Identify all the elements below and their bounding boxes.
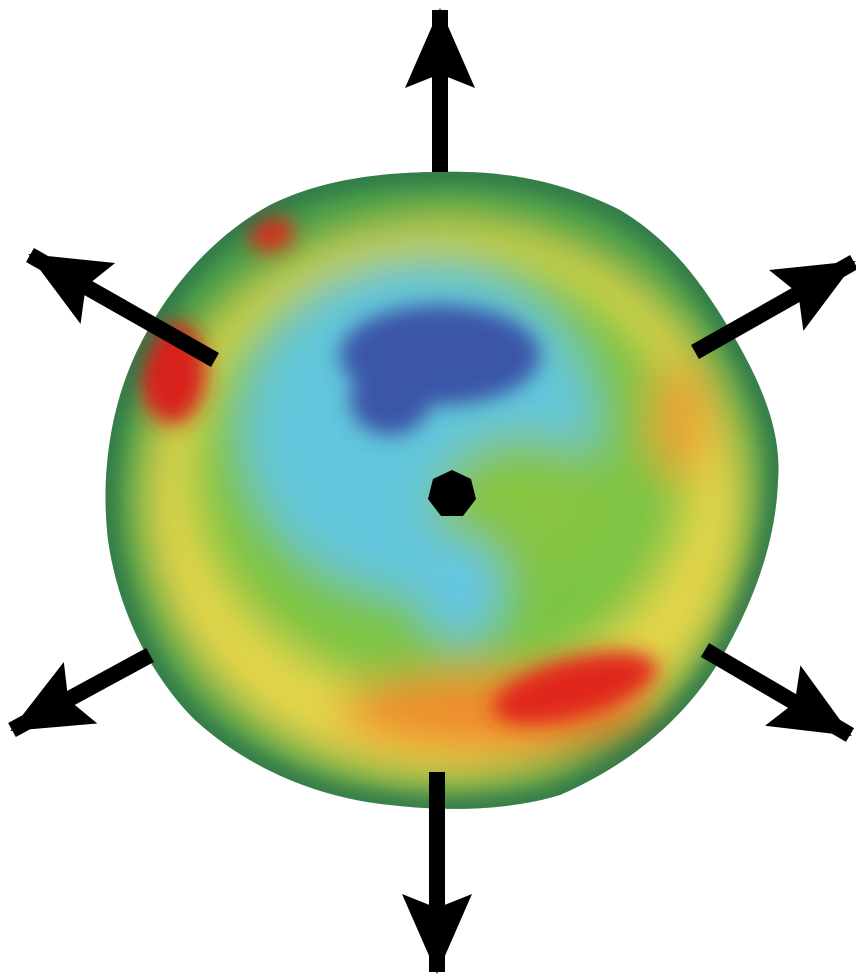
patch-orange-right — [650, 360, 710, 480]
rendering — [0, 0, 856, 978]
arrow-upper-right — [695, 262, 854, 352]
patch-cyan — [420, 540, 500, 640]
arrow-lower-right — [705, 650, 850, 735]
patch-blue-2 — [350, 365, 430, 435]
page: (() => { const data = JSON.parse(documen… — [0, 0, 856, 978]
arrow-lower-left — [12, 655, 150, 730]
